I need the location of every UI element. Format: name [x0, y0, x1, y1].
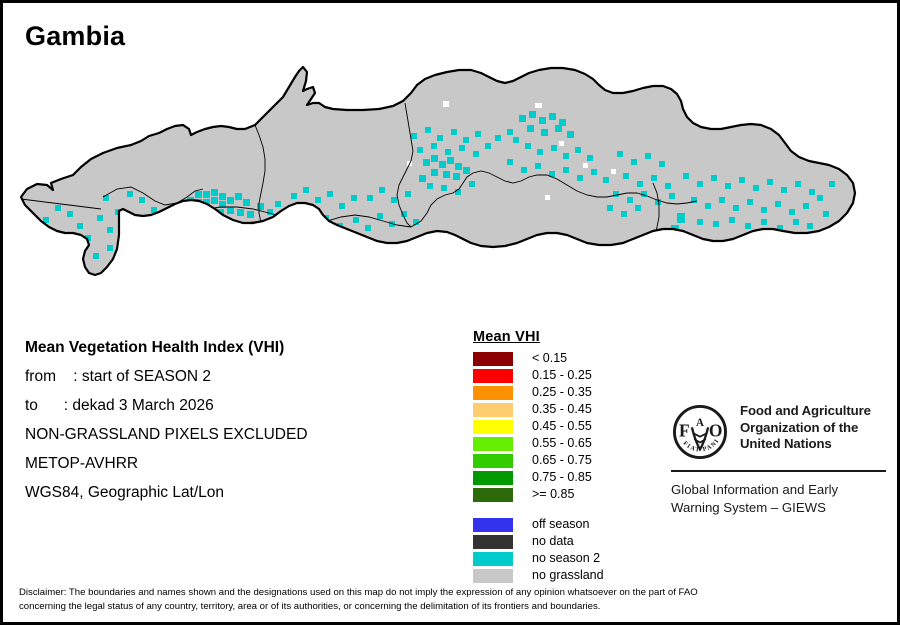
page-title: Gambia [25, 21, 126, 51]
map-canvas[interactable] [7, 63, 897, 308]
legend-class-label: 0.15 - 0.25 [532, 368, 592, 383]
legend-status-label: no grassland [532, 568, 604, 583]
legend-class-label: 0.65 - 0.75 [532, 453, 592, 468]
no-grassland-fill [21, 67, 855, 275]
legend-status-label: off season [532, 517, 590, 532]
legend-class-label: < 0.15 [532, 351, 568, 366]
disclaimer-line1: Disclaimer: The boundaries and names sho… [19, 587, 698, 598]
legend-status-row[interactable]: off season [473, 516, 653, 533]
legend-status-row[interactable]: no season 2 [473, 550, 653, 567]
info-from-line: from : start of SEASON 2 [25, 368, 212, 385]
info-to-line: to : dekad 3 March 2026 [25, 397, 214, 414]
legend-class-label: 0.75 - 0.85 [532, 470, 592, 485]
map-info-block: Mean Vegetation Health Index (VHI) from … [25, 333, 445, 507]
legend-status-row[interactable]: no data [473, 533, 653, 550]
legend-class-swatch [473, 487, 513, 502]
legend-class-swatch [473, 351, 513, 366]
legend-class-swatch [473, 470, 513, 485]
fao-name-line3: United Nations [740, 436, 832, 451]
fao-logo-icon: F O A FIAT PANIS [671, 403, 727, 459]
info-sensor-line: METOP-AVHRR [25, 455, 139, 472]
legend-status-swatch [473, 534, 513, 549]
info-exclusion-line: NON-GRASSLAND PIXELS EXCLUDED [25, 426, 308, 443]
legend-class-label: 0.55 - 0.65 [532, 436, 592, 451]
fao-name-line1: Food and Agriculture [740, 403, 871, 418]
fao-divider [671, 470, 886, 472]
svg-text:F: F [679, 421, 690, 441]
disclaimer: Disclaimer: The boundaries and names sho… [19, 586, 879, 613]
legend-class-row[interactable]: 0.35 - 0.45 [473, 401, 653, 418]
legend-class-swatch [473, 385, 513, 400]
legend-class-row[interactable]: 0.55 - 0.65 [473, 435, 653, 452]
legend-class-swatch [473, 419, 513, 434]
legend-class-label: 0.45 - 0.55 [532, 419, 592, 434]
legend-status-list: off season no data no season 2 no grassland [473, 516, 653, 584]
legend-class-swatch [473, 453, 513, 468]
legend-class-list: < 0.15 0.15 - 0.25 0.25 - 0.35 0.35 - 0.45 0… [473, 350, 653, 503]
legend-status-swatch [473, 517, 513, 532]
legend-status-row[interactable]: no grassland [473, 567, 653, 584]
legend-class-row[interactable]: 0.75 - 0.85 [473, 469, 653, 486]
fao-org-name: Food and Agriculture Organization of the… [740, 403, 871, 453]
giews-subtitle: Global Information and Early Warning Sys… [671, 481, 886, 516]
legend-class-label: 0.25 - 0.35 [532, 385, 592, 400]
admin-boundary-lines [21, 102, 698, 238]
legend-title: Mean VHI [473, 329, 540, 345]
legend-class-label: 0.35 - 0.45 [532, 402, 592, 417]
legend-class-swatch [473, 368, 513, 383]
legend-class-row[interactable]: 0.65 - 0.75 [473, 452, 653, 469]
legend-class-swatch [473, 402, 513, 417]
legend-class-row[interactable]: >= 0.85 [473, 486, 653, 503]
legend: Mean VHI < 0.15 0.15 - 0.25 0.25 - 0.35 0.3… [473, 329, 653, 584]
country-map-svg [19, 65, 857, 277]
giews-line1: Global Information and Early [671, 482, 839, 497]
info-heading: Mean Vegetation Health Index (VHI) [25, 339, 285, 356]
country-fill-group [21, 67, 855, 275]
svg-text:A: A [696, 417, 704, 429]
legend-status-label: no data [532, 534, 574, 549]
legend-class-row[interactable]: 0.45 - 0.55 [473, 418, 653, 435]
legend-status-label: no season 2 [532, 551, 601, 566]
fao-branding: F O A FIAT PANIS Food and Agriculture Or… [671, 403, 886, 516]
legend-spacer [473, 503, 653, 516]
legend-class-label: >= 0.85 [532, 487, 575, 502]
legend-class-swatch [473, 436, 513, 451]
info-projection-line: WGS84, Geographic Lat/Lon [25, 484, 225, 501]
legend-class-row[interactable]: 0.15 - 0.25 [473, 367, 653, 384]
giews-line2: Warning System – GIEWS [671, 499, 826, 515]
legend-status-swatch [473, 551, 513, 566]
legend-status-swatch [473, 568, 513, 583]
legend-class-row[interactable]: < 0.15 [473, 350, 653, 367]
country-outline [19, 65, 857, 277]
svg-text:O: O [709, 421, 723, 441]
fao-name-line2: Organization of the [740, 419, 859, 435]
legend-class-row[interactable]: 0.25 - 0.35 [473, 384, 653, 401]
disclaimer-line2: concerning the legal status of any count… [19, 600, 601, 612]
